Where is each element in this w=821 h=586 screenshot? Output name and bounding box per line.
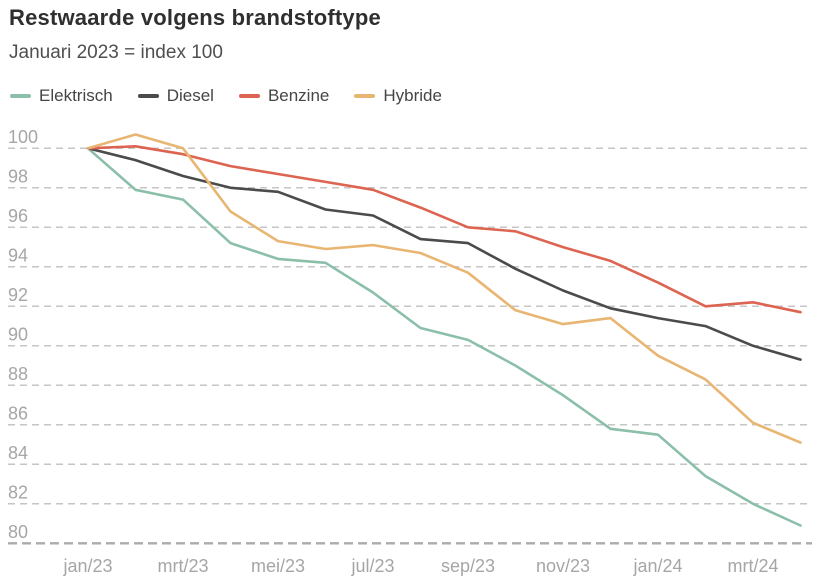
x-tick-label-sep-23: sep/23 — [441, 556, 495, 576]
y-tick-label-96: 96 — [8, 206, 28, 226]
chart-title: Restwaarde volgens brandstoftype — [9, 5, 381, 30]
legend-swatch-diesel-icon — [137, 94, 159, 98]
y-tick-label-94: 94 — [8, 245, 28, 265]
legend-swatch-elektrisch-icon — [10, 94, 31, 98]
legend-item-elektrisch: Elektrisch — [10, 86, 113, 106]
legend-swatch-hybride-icon — [354, 94, 376, 98]
chart-legend: Elektrisch Diesel Benzine Hybride — [10, 86, 442, 106]
y-tick-label-90: 90 — [8, 324, 28, 344]
y-tick-label-100: 100 — [8, 127, 38, 147]
legend-item-benzine: Benzine — [238, 86, 330, 106]
chart-subtitle: Januari 2023 = index 100 — [9, 42, 223, 63]
x-tick-label-mei-23: mei/23 — [251, 556, 305, 576]
legend-item-hybride: Hybride — [354, 86, 442, 106]
y-tick-label-88: 88 — [8, 364, 28, 384]
chart-header: Restwaarde volgens brandstoftype Januari… — [9, 5, 381, 64]
legend-item-diesel: Diesel — [137, 86, 214, 106]
series-line-diesel — [86, 147, 802, 361]
series-line-elektrisch — [86, 147, 802, 527]
y-tick-label-92: 92 — [8, 285, 28, 305]
series-line-hybride — [86, 133, 802, 444]
legend-swatch-benzine-icon — [238, 94, 260, 98]
legend-label: Elektrisch — [39, 86, 113, 105]
y-tick-label-80: 80 — [8, 522, 28, 542]
x-tick-label-mrt-24: mrt/24 — [727, 556, 778, 576]
y-tick-label-84: 84 — [8, 443, 28, 463]
y-tick-label-82: 82 — [8, 482, 28, 502]
legend-label: Benzine — [267, 86, 330, 105]
x-tick-label-jan-23: jan/23 — [62, 556, 112, 576]
x-tick-label-nov-23: nov/23 — [536, 556, 590, 576]
x-tick-label-jul-23: jul/23 — [350, 556, 394, 576]
legend-label: Diesel — [166, 86, 214, 105]
y-tick-label-86: 86 — [8, 403, 28, 423]
y-tick-label-98: 98 — [8, 166, 28, 186]
x-tick-label-mrt-23: mrt/23 — [157, 556, 208, 576]
x-tick-label-jan-24: jan/24 — [632, 556, 682, 576]
legend-label: Hybride — [383, 86, 442, 105]
series-line-benzine — [86, 145, 802, 314]
